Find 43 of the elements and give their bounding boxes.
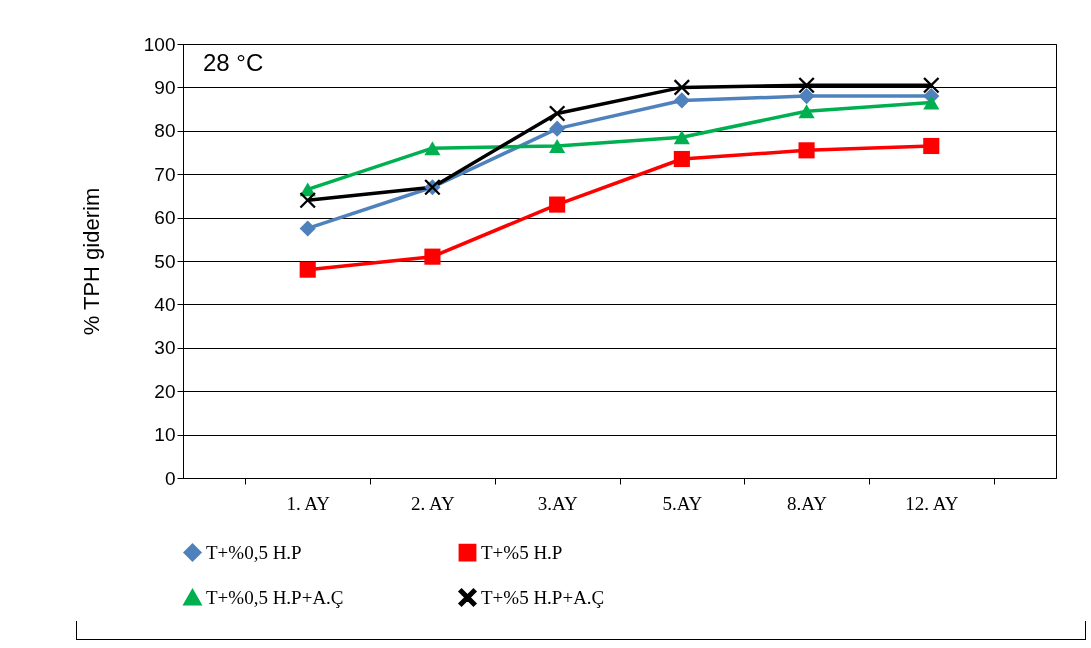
point (549, 105, 566, 122)
point (424, 248, 441, 265)
y-tick-label: 100 (143, 33, 176, 55)
legend-label: T+%0,5 H.P (206, 541, 302, 563)
y-tick-label: 10 (154, 424, 176, 446)
y-tick-label: 90 (154, 76, 176, 98)
point (549, 120, 566, 137)
point (549, 196, 566, 213)
annotation: 28 °C (203, 49, 264, 76)
x-tick-label: 1. AY (286, 492, 331, 514)
y-tick-label: 40 (154, 293, 176, 315)
y-tick-label: 80 (154, 120, 176, 142)
y-tick-label: 0 (164, 467, 176, 489)
x-tick-label: 5.AY (662, 492, 703, 514)
point (673, 130, 690, 145)
y-tick-label: 20 (154, 380, 176, 402)
point (923, 77, 940, 94)
legend-label: T+%5 H.P (481, 541, 563, 563)
point (798, 77, 815, 94)
x-tick-label: 8.AY (787, 492, 828, 514)
point (673, 79, 690, 96)
point (798, 104, 815, 119)
x-tick-label: 2. AY (411, 492, 456, 514)
point (549, 139, 566, 153)
point (798, 142, 815, 159)
x-tick-label: 12. AY (905, 492, 959, 514)
point (673, 92, 690, 109)
y-tick-label: 60 (154, 207, 176, 229)
x-tick-label: 3.AY (537, 492, 578, 514)
point (299, 192, 316, 209)
point (424, 141, 441, 156)
point (299, 261, 316, 278)
y-tick-label: 70 (154, 163, 176, 185)
point (798, 88, 815, 105)
y-tick-label: 30 (154, 337, 176, 359)
legend-label: T+%5 H.P+A.Ç (481, 586, 605, 608)
legend-label: T+%0,5 H.P+A.Ç (206, 586, 344, 608)
point (673, 150, 690, 168)
point (923, 95, 940, 110)
point (299, 220, 316, 237)
point (923, 137, 940, 155)
y-axis-title: % TPH giderim (78, 187, 104, 336)
y-tick-label: 50 (154, 250, 176, 272)
